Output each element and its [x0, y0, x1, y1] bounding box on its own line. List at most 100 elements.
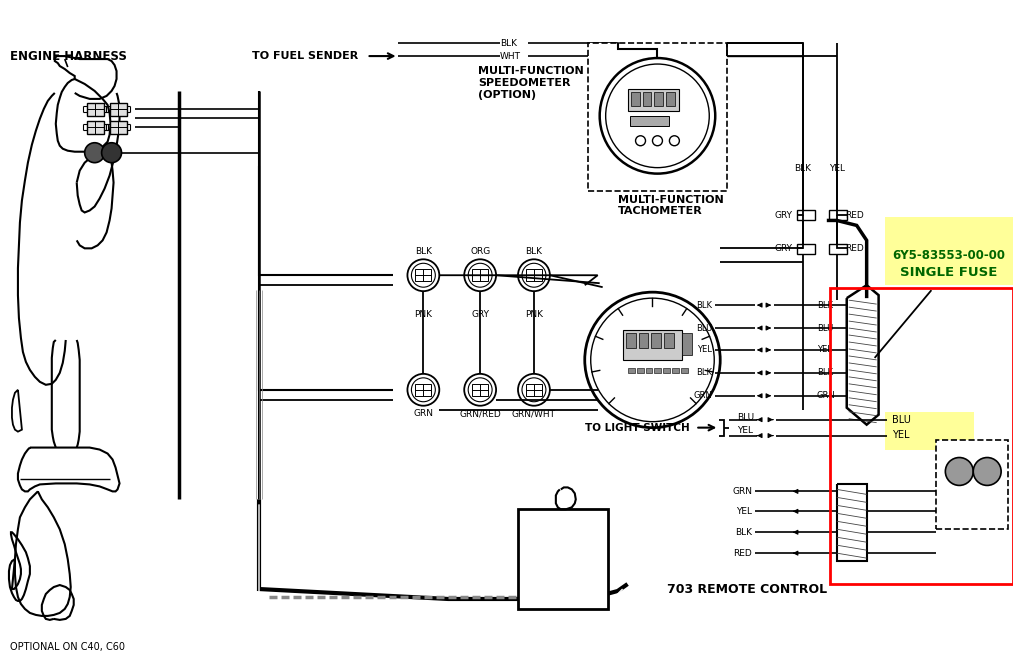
Bar: [622, 330, 682, 360]
Polygon shape: [656, 362, 661, 368]
Circle shape: [518, 374, 550, 405]
Text: BLK: BLK: [697, 369, 712, 377]
Text: BLK: BLK: [735, 528, 753, 537]
Bar: [415, 269, 431, 281]
Circle shape: [412, 264, 435, 287]
Text: RED: RED: [845, 211, 863, 220]
Circle shape: [84, 142, 105, 163]
Bar: [829, 244, 847, 254]
Bar: [415, 384, 431, 396]
Bar: [682, 333, 693, 355]
Bar: [472, 269, 488, 281]
Bar: [652, 333, 661, 348]
Bar: [639, 333, 649, 348]
Bar: [637, 368, 644, 373]
Text: BLU: BLU: [817, 324, 833, 332]
Text: 6Y5-83553-00-00: 6Y5-83553-00-00: [892, 249, 1005, 262]
Bar: [797, 244, 815, 254]
Circle shape: [408, 374, 439, 405]
Bar: [664, 333, 674, 348]
Text: OPTIONAL ON C40, C60: OPTIONAL ON C40, C60: [10, 642, 125, 652]
Text: BLK: BLK: [526, 247, 542, 256]
Bar: [655, 368, 661, 373]
Text: YEL: YEL: [737, 426, 754, 435]
Bar: [86, 103, 104, 116]
Bar: [885, 217, 1013, 285]
Bar: [526, 384, 542, 396]
Circle shape: [522, 264, 546, 287]
Text: 703 REMOTE CONTROL: 703 REMOTE CONTROL: [667, 583, 827, 595]
Circle shape: [408, 260, 439, 291]
Bar: [526, 269, 542, 281]
Text: GRY: GRY: [775, 211, 793, 220]
Text: GRY: GRY: [775, 244, 793, 253]
Text: YEL: YEL: [892, 429, 909, 440]
Bar: [681, 368, 689, 373]
Bar: [631, 92, 640, 106]
Bar: [86, 121, 104, 134]
Polygon shape: [630, 362, 636, 368]
Bar: [885, 411, 974, 450]
Circle shape: [102, 142, 121, 163]
Circle shape: [522, 378, 546, 402]
Text: MULTI-FUNCTION
SPEEDOMETER
(OPTION): MULTI-FUNCTION SPEEDOMETER (OPTION): [478, 66, 584, 100]
Text: GRN: GRN: [732, 487, 753, 496]
Bar: [646, 368, 653, 373]
Bar: [672, 368, 679, 373]
Text: BLU: BLU: [696, 324, 712, 332]
Circle shape: [464, 260, 496, 291]
Text: YEL: YEL: [698, 345, 712, 355]
Text: BLU: BLU: [892, 415, 910, 425]
Circle shape: [669, 136, 679, 146]
Circle shape: [591, 298, 714, 421]
Bar: [625, 333, 636, 348]
Circle shape: [464, 374, 496, 405]
Text: BLU: BLU: [737, 413, 755, 422]
Polygon shape: [643, 362, 649, 368]
Bar: [627, 368, 635, 373]
Circle shape: [468, 264, 492, 287]
Circle shape: [600, 58, 715, 174]
Text: PNK: PNK: [525, 310, 543, 319]
Text: RED: RED: [845, 244, 863, 253]
Text: MULTI-FUNCTION
TACHOMETER: MULTI-FUNCTION TACHOMETER: [617, 195, 723, 216]
Text: GRY: GRY: [471, 310, 489, 319]
Text: WHT: WHT: [500, 52, 521, 61]
Bar: [643, 92, 652, 106]
Bar: [937, 440, 1008, 529]
Circle shape: [518, 260, 550, 291]
Text: YEL: YEL: [829, 164, 845, 173]
Circle shape: [606, 64, 709, 168]
Text: GRN/WHT: GRN/WHT: [512, 409, 556, 418]
Text: GRN: GRN: [413, 409, 433, 418]
Bar: [588, 43, 727, 191]
Text: YEL: YEL: [736, 507, 753, 516]
Text: BLK: BLK: [697, 300, 712, 310]
Text: YEL: YEL: [817, 345, 832, 355]
Bar: [627, 89, 679, 111]
Text: BLK: BLK: [500, 39, 517, 47]
Bar: [518, 509, 607, 609]
Text: ENGINE HARNESS: ENGINE HARNESS: [10, 50, 127, 63]
Bar: [655, 92, 663, 106]
Circle shape: [973, 458, 1001, 486]
Bar: [472, 384, 488, 396]
Text: PNK: PNK: [414, 310, 432, 319]
Circle shape: [468, 378, 492, 402]
Bar: [110, 121, 126, 134]
Text: TO FUEL SENDER: TO FUEL SENDER: [252, 51, 359, 61]
Circle shape: [653, 136, 662, 146]
Text: BLK: BLK: [817, 300, 833, 310]
Bar: [630, 116, 669, 126]
Bar: [663, 368, 670, 373]
Bar: [666, 92, 675, 106]
Text: BLK: BLK: [794, 164, 812, 173]
Bar: [110, 103, 126, 116]
Text: GRN: GRN: [817, 391, 836, 400]
Bar: [797, 211, 815, 221]
Text: TO LIGHT SWITCH: TO LIGHT SWITCH: [585, 423, 690, 433]
Circle shape: [946, 458, 973, 486]
Bar: [829, 211, 847, 221]
Bar: [830, 288, 1013, 584]
Text: BLK: BLK: [817, 369, 833, 377]
